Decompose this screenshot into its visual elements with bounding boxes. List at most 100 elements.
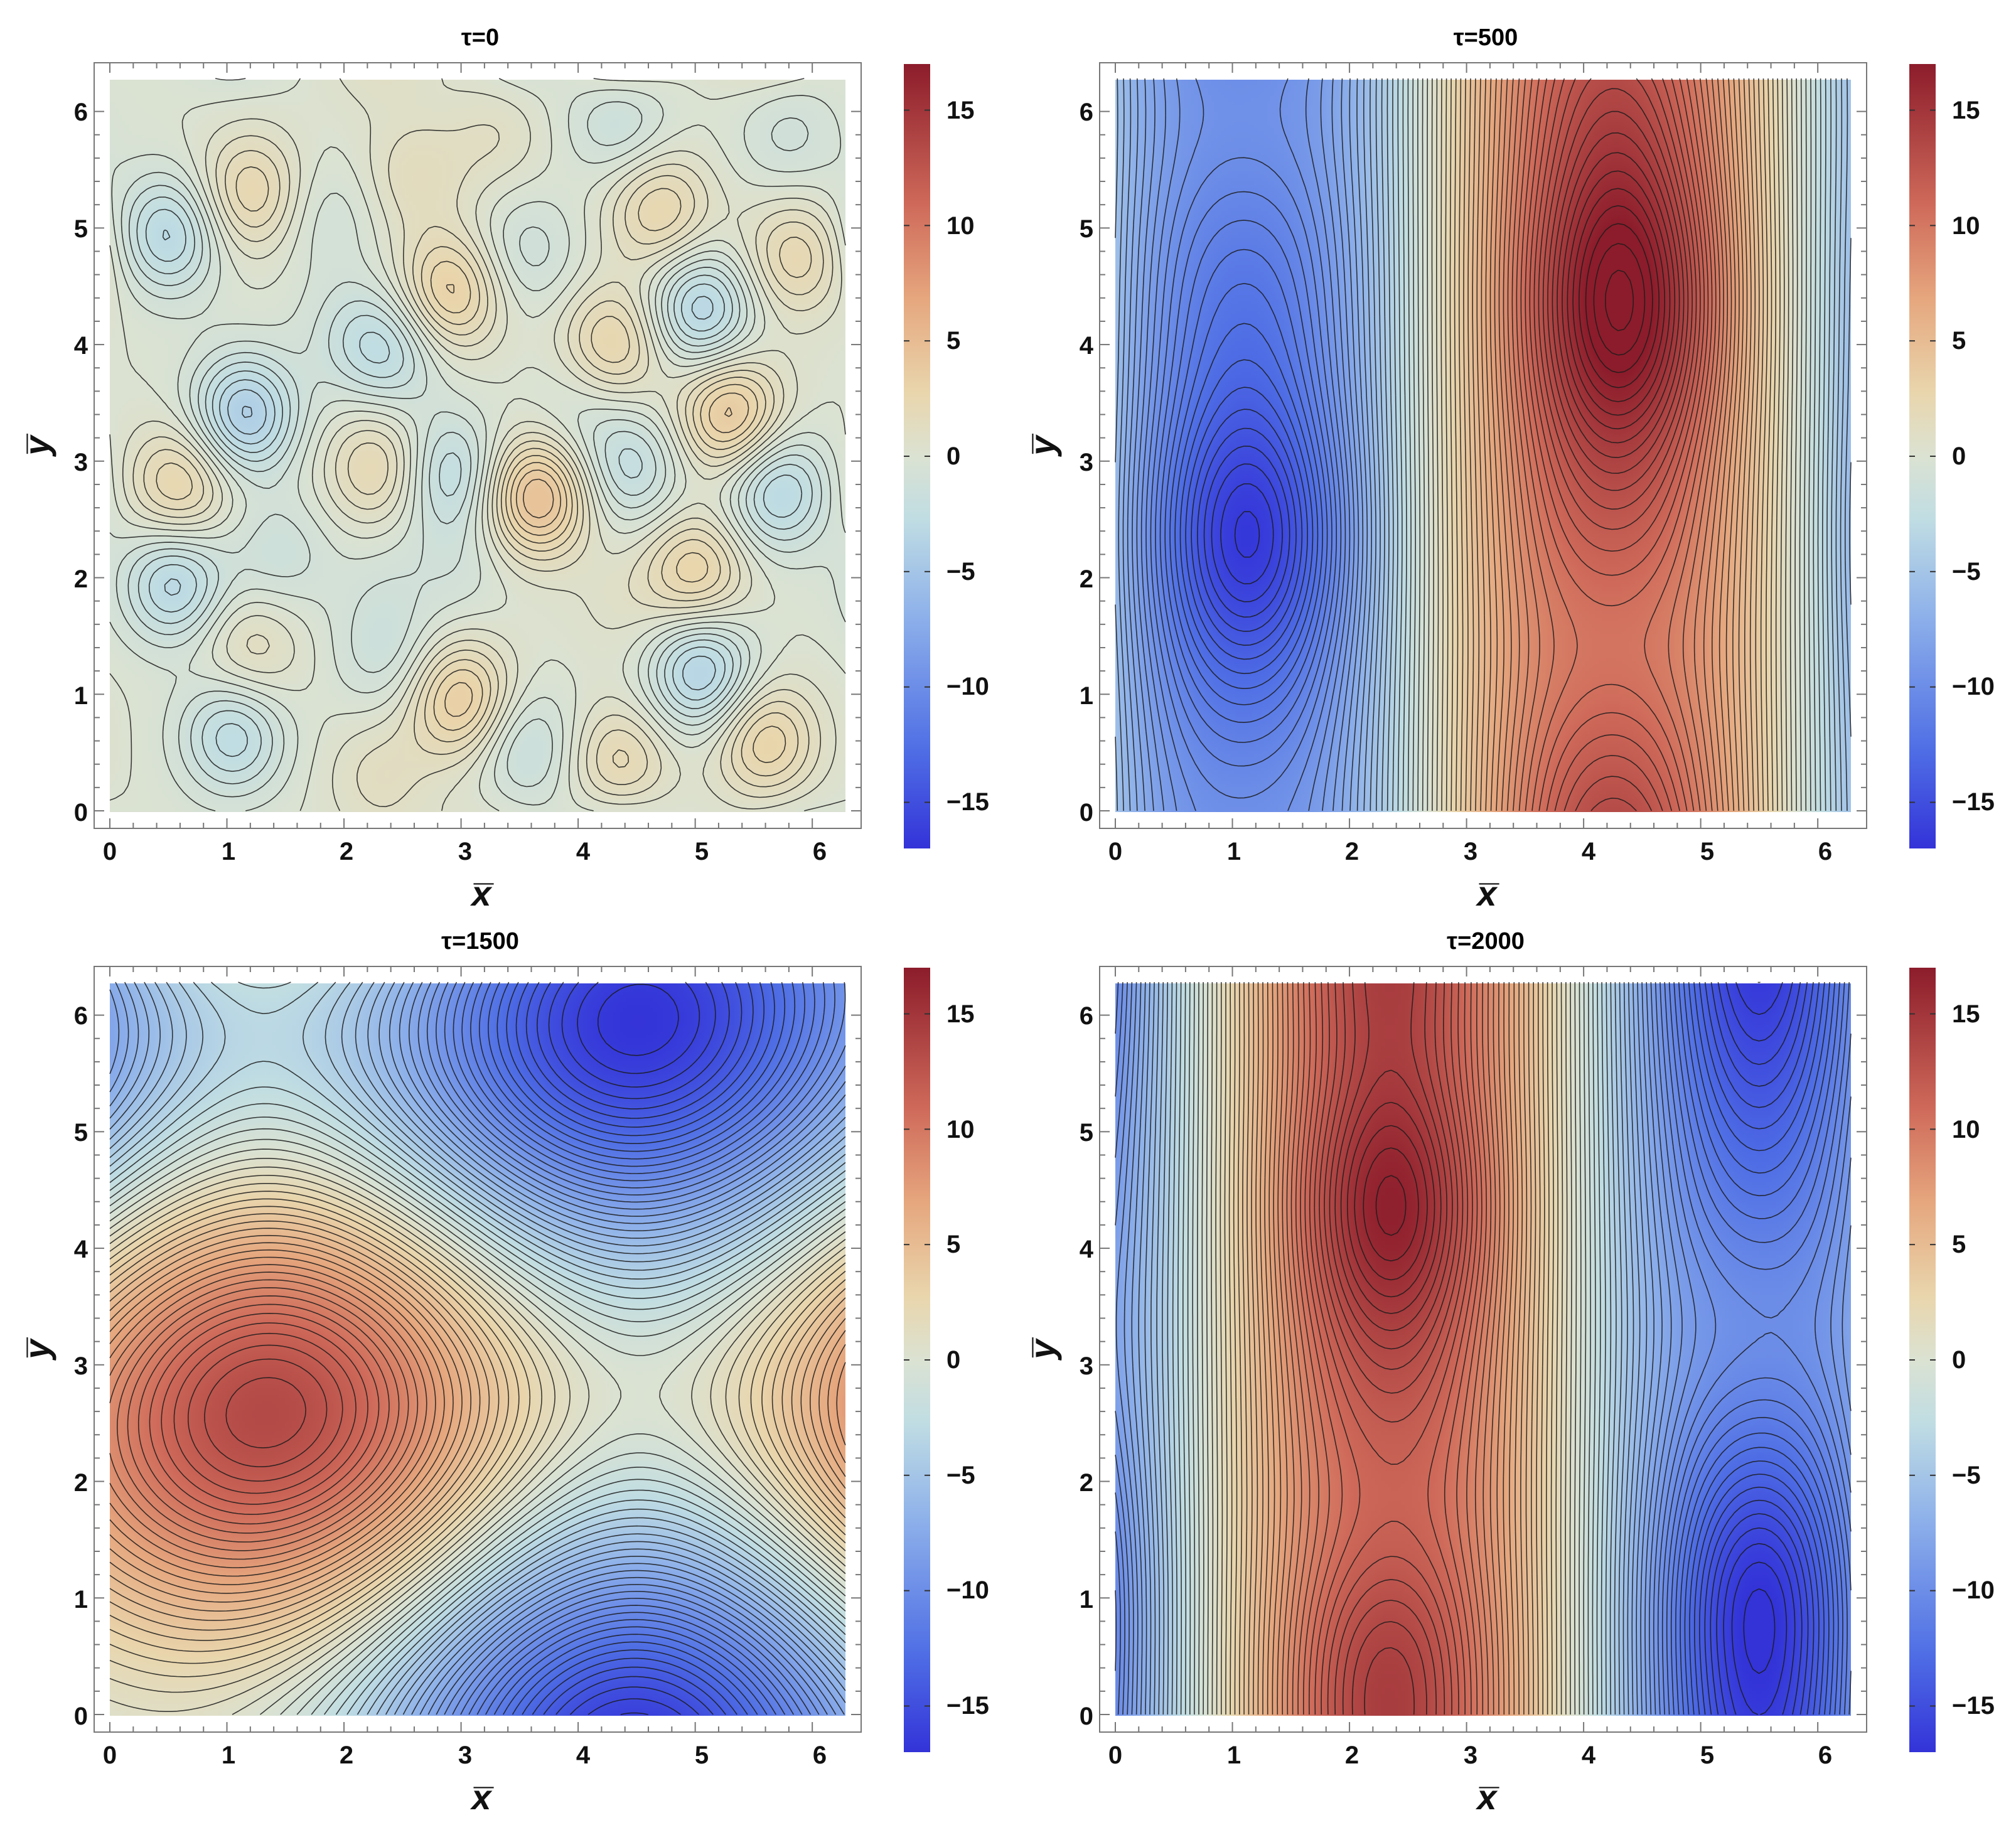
y-tick-label: 3: [1080, 449, 1093, 476]
colorbar-tick-label: 5: [946, 327, 960, 355]
x-tick-label: 5: [695, 838, 709, 865]
colorbar-tick-label: −15: [946, 1692, 989, 1720]
plot-frame: [94, 966, 862, 1733]
x-axis-label: x̅: [469, 1777, 494, 1817]
contour-line-set: [1115, 78, 1852, 811]
x-tick-label: 4: [576, 1741, 591, 1769]
y-tick-label: 1: [1080, 682, 1093, 710]
colorbar: 15 10 5 0 −5 −10 −15: [1909, 968, 1995, 1752]
x-tick-label: 1: [222, 1741, 235, 1769]
y-tick-label: 3: [74, 1352, 88, 1380]
colorbar-tick-label: −5: [946, 558, 975, 586]
contour-lines: [109, 78, 846, 811]
contour-line-set: [1115, 982, 1852, 1715]
x-tick-labels: 0 1 2 3 4 5 6: [103, 838, 827, 865]
x-tick-label: 3: [1464, 838, 1477, 865]
y-tick-label: 3: [74, 449, 88, 476]
contour-line-set: [109, 982, 846, 1715]
x-tick-label: 1: [1227, 838, 1241, 865]
colorbar-ticks: [1909, 1013, 1936, 1707]
panel-title: τ=500: [1454, 24, 1518, 51]
x-axis-label: x̅: [469, 874, 494, 913]
y-axis-label: y̅: [17, 433, 56, 457]
x-tick-label: 5: [1700, 838, 1714, 865]
colorbar-tick-label: 5: [946, 1231, 960, 1258]
y-axis-label: y̅: [1022, 433, 1062, 457]
x-tick-label: 1: [1227, 1741, 1241, 1769]
colorbar-ticks: [904, 109, 930, 803]
x-tick-labels: 0 1 2 3 4 5 6: [103, 1741, 827, 1769]
y-tick-label: 2: [74, 1469, 88, 1497]
colorbar-tick-label: −15: [1952, 1692, 1995, 1720]
axis-ticks: [94, 63, 861, 828]
y-tick-label: 0: [74, 1703, 88, 1730]
x-tick-label: 4: [576, 838, 591, 865]
colorbar-tick-label: 5: [1952, 1231, 1966, 1258]
colorbar-tick-label: −15: [946, 788, 989, 816]
y-tick-label: 5: [74, 1119, 88, 1147]
x-tick-label: 3: [458, 1741, 472, 1769]
x-tick-label: 0: [103, 838, 117, 865]
colorbar-tick-label: 0: [946, 1346, 960, 1374]
panel-tau-2000: τ=2000 0 1 2 3 4 5 6 0 1 2 3 4 5 6 x̅ y̅…: [1022, 928, 1995, 1817]
y-tick-labels: 0 1 2 3 4 5 6: [1080, 99, 1094, 827]
colorbar-tick-label: 0: [946, 442, 960, 470]
x-tick-label: 6: [813, 838, 827, 865]
axis-ticks: [94, 966, 861, 1732]
y-tick-label: 0: [1080, 1703, 1093, 1730]
y-tick-labels: 0 1 2 3 4 5 6: [74, 99, 88, 827]
y-tick-label: 4: [1080, 332, 1094, 360]
colorbar-tick-label: 5: [1952, 327, 1966, 355]
colorbar-tick-label: 0: [1952, 1346, 1966, 1374]
panel-tau-0: τ=0 0 1 2 3 4 5 6 0 1 2 3 4 5 6 x̅ y̅ 15: [17, 24, 989, 913]
colorbar-tick-label: −10: [946, 1576, 989, 1604]
y-axis-label: y̅: [1022, 1337, 1062, 1361]
x-tick-label: 6: [1818, 1741, 1832, 1769]
panel-tau-500: τ=500 0 1 2 3 4 5 6 0 1 2 3 4 5 6 x̅ y̅ …: [1022, 24, 1995, 913]
y-tick-label: 1: [1080, 1586, 1093, 1613]
x-tick-label: 0: [1108, 838, 1122, 865]
x-tick-label: 2: [340, 838, 353, 865]
x-tick-label: 6: [813, 1741, 827, 1769]
contour-lines: [1115, 982, 1852, 1715]
x-axis-label: x̅: [1475, 1777, 1499, 1817]
panel-title: τ=1500: [441, 928, 519, 955]
colorbar-tick-label: −5: [1952, 1462, 1981, 1489]
x-tick-label: 3: [1464, 1741, 1477, 1769]
colorbar-tick-label: 15: [946, 97, 975, 124]
plot-frame: [1099, 966, 1867, 1733]
y-tick-label: 4: [74, 332, 88, 360]
plot-frame: [1099, 62, 1867, 829]
colorbar: 15 10 5 0 −5 −10 −15: [1909, 64, 1995, 848]
plot-frame: [94, 62, 862, 829]
y-tick-label: 3: [1080, 1352, 1093, 1380]
x-tick-labels: 0 1 2 3 4 5 6: [1108, 1741, 1832, 1769]
x-tick-labels: 0 1 2 3 4 5 6: [1108, 838, 1832, 865]
colorbar-tick-label: −15: [1952, 788, 1995, 816]
y-tick-label: 1: [74, 1586, 88, 1613]
panel-title: τ=2000: [1447, 928, 1525, 955]
panel-tau-1500: τ=1500 0 1 2 3 4 5 6 0 1 2 3 4 5 6 x̅ y̅…: [17, 928, 989, 1817]
colorbar-tick-label: 15: [946, 1000, 975, 1028]
colorbar-tick-label: 0: [1952, 442, 1966, 470]
x-tick-label: 5: [1700, 1741, 1714, 1769]
y-tick-label: 6: [74, 1002, 88, 1030]
x-tick-label: 2: [1345, 1741, 1359, 1769]
colorbar-tick-label: 15: [1952, 1000, 1980, 1028]
colorbar-ticks: [1909, 109, 1936, 803]
colorbar: 15 10 5 0 −5 −10 −15: [904, 64, 989, 848]
colorbar: 15 10 5 0 −5 −10 −15: [904, 968, 989, 1752]
y-tick-label: 6: [1080, 99, 1093, 126]
colorbar-tick-label: −5: [1952, 558, 1981, 586]
colorbar-tick-label: 10: [946, 212, 975, 240]
x-tick-label: 5: [695, 1741, 709, 1769]
y-axis-label: y̅: [17, 1337, 56, 1361]
colorbar-tick-label: 10: [1952, 1116, 1980, 1143]
y-tick-label: 6: [74, 99, 88, 126]
colorbar-tick-label: −10: [1952, 1576, 1995, 1604]
colorbar-tick-label: 10: [946, 1116, 975, 1143]
y-tick-label: 2: [74, 565, 88, 593]
axis-ticks: [1100, 63, 1867, 828]
y-tick-labels: 0 1 2 3 4 5 6: [74, 1002, 88, 1730]
axis-ticks: [1100, 966, 1867, 1732]
